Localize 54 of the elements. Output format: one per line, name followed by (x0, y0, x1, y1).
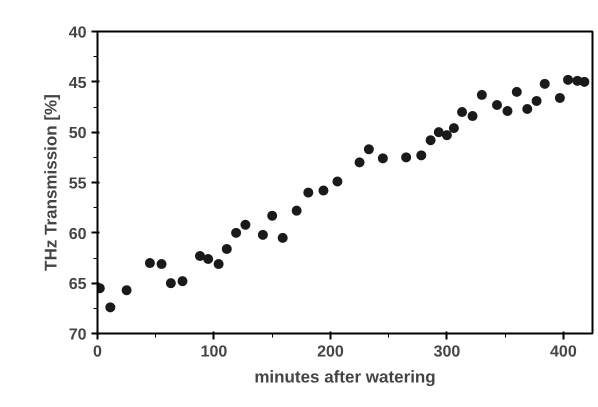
x-tick-label: 300 (434, 344, 460, 360)
point (144, 258, 155, 268)
point (231, 228, 242, 238)
point (532, 96, 542, 106)
point (240, 220, 250, 230)
point (194, 250, 205, 261)
point (303, 188, 314, 198)
point (258, 230, 268, 240)
point (579, 76, 590, 87)
y-tick-label: 50 (68, 125, 87, 142)
point (522, 104, 532, 114)
point (476, 90, 487, 100)
point (442, 130, 452, 140)
y-tick-label: 55 (68, 176, 87, 192)
x-tick-label: 100 (200, 344, 228, 360)
point (554, 92, 565, 103)
point (222, 244, 232, 254)
point (448, 123, 459, 134)
point (378, 153, 388, 164)
y-tick-label: 70 (68, 326, 87, 344)
x-tick-label: 400 (550, 344, 577, 360)
x-tick-label: 200 (317, 344, 344, 360)
point (214, 259, 224, 270)
point (434, 127, 444, 138)
point (426, 135, 436, 146)
point (122, 285, 132, 296)
point (278, 232, 288, 243)
point (105, 302, 116, 312)
x-axis-title: minutes after watering (254, 368, 436, 386)
point (540, 78, 550, 89)
point (203, 254, 214, 264)
point (318, 186, 328, 196)
y-tick-label: 60 (68, 226, 87, 243)
point (166, 278, 176, 288)
point (401, 152, 412, 162)
point (267, 210, 278, 221)
point (156, 259, 167, 270)
point (492, 100, 502, 110)
point (292, 206, 302, 216)
point (457, 107, 468, 118)
point (332, 176, 342, 186)
point (512, 86, 522, 97)
point (416, 150, 426, 160)
y-tick-label: 45 (68, 74, 87, 92)
point (364, 144, 374, 154)
point (468, 111, 478, 122)
y-tick-label: 40 (68, 24, 87, 42)
point (354, 157, 365, 168)
point (178, 276, 188, 286)
y-tick-label: 65 (68, 276, 87, 294)
point (502, 106, 512, 116)
x-tick-label: 0 (93, 344, 102, 360)
point (563, 74, 574, 85)
y-axis-title: THz Transmission [%] (42, 94, 61, 271)
